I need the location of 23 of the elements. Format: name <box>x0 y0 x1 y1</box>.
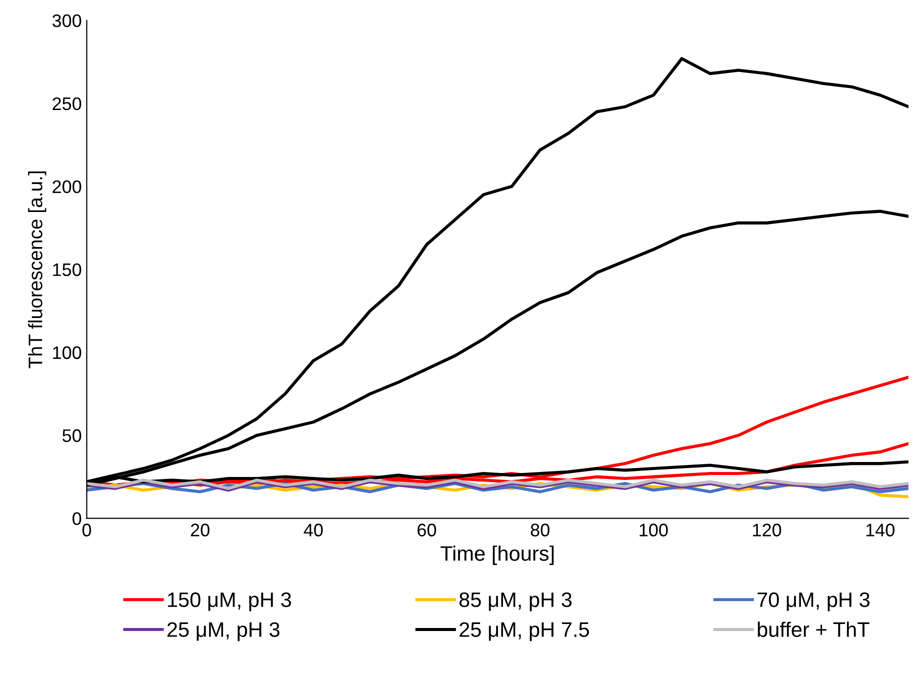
x-axis-title: Time [hours] <box>440 546 554 565</box>
y-tick-label: 50 <box>62 429 82 442</box>
legend-label: 25 μM, pH 3 <box>167 622 280 642</box>
x-tick-label: 100 <box>640 524 668 536</box>
y-tick-label: 100 <box>53 346 82 360</box>
y-axis-title: ThT fluorescence [a.u.] <box>28 172 46 368</box>
x-tick-label: 140 <box>866 524 894 536</box>
y-tick-label: 150 <box>53 263 82 276</box>
y-tick-label: 0 <box>72 512 82 526</box>
x-tick-label: 80 <box>530 524 550 536</box>
x-tick-label: 60 <box>418 524 436 536</box>
y-tick-label: 300 <box>52 14 82 28</box>
x-tick-label: 20 <box>190 524 210 536</box>
x-tick-label: 120 <box>753 524 782 536</box>
x-tick-label: 40 <box>304 524 323 536</box>
y-tick-label: 250 <box>52 97 82 110</box>
legend-label: 70 μM, pH 3 <box>758 592 870 612</box>
legend-label: 25 μM, pH 7.5 <box>460 622 589 642</box>
y-tick-label: 200 <box>52 180 82 194</box>
legend-label: 150 μM, pH 3 <box>168 592 291 612</box>
x-tick-label: 0 <box>82 524 92 536</box>
legend-label: 85 μM, pH 3 <box>459 592 572 612</box>
legend-label: buffer + ThT <box>758 622 870 637</box>
